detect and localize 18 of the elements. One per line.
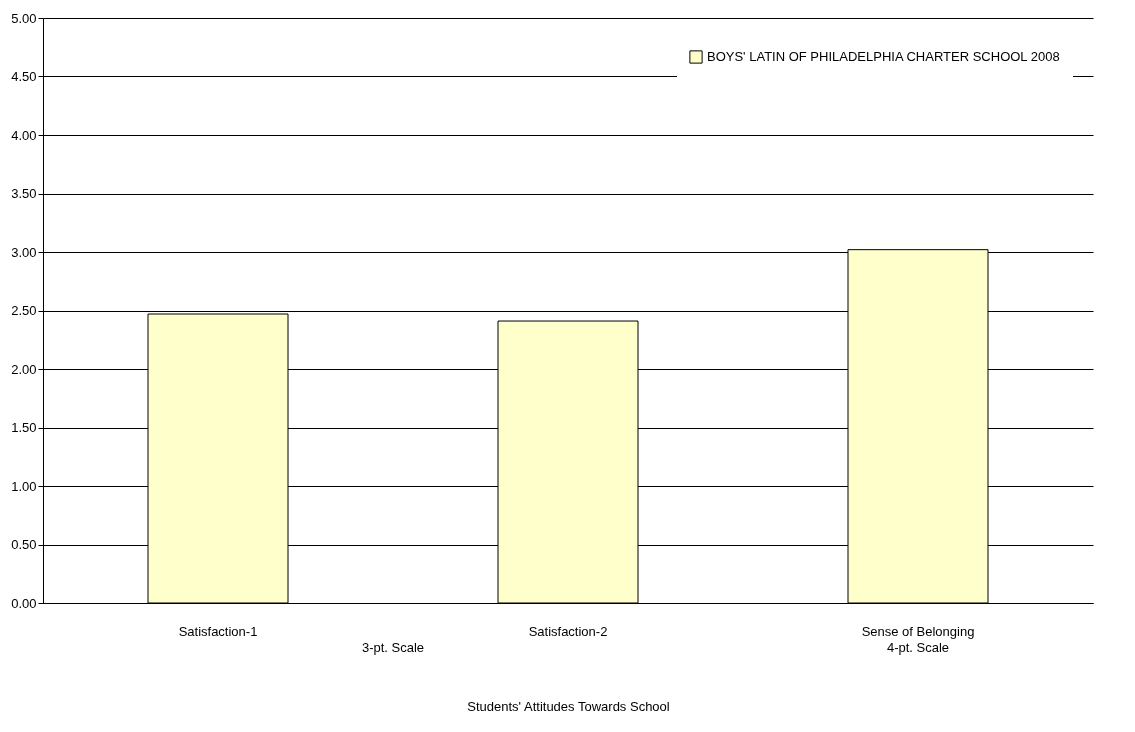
y-tick-label: 1.50 (11, 420, 37, 435)
text: 3-pt. Scale (361, 640, 425, 655)
x-tick-label: Sense of Belonging (861, 623, 975, 639)
y-tick-label: 3.50 (11, 186, 37, 201)
y-tick-label: 0.50 (11, 537, 37, 552)
y-tick-label: 5.00 (11, 10, 37, 26)
y-tick-label: 4.50 (11, 69, 37, 84)
x-axis-title: Students' Attitudes Towards School (467, 698, 670, 714)
x-tick-label: Satisfaction-1 (178, 623, 258, 639)
legend-label: BOYS' LATIN OF PHILADELPHIA CHARTER SCHOOL 2008 (707, 49, 1060, 64)
x-tick-label: Satisfaction-2 (528, 623, 608, 639)
y-tick-label: 2.50 (11, 303, 37, 318)
y-tick-label: 1.00 (11, 478, 37, 494)
y-tick-label: 4.00 (11, 127, 37, 143)
y-tick-label: 3.00 (11, 244, 37, 260)
text: 4-pt. Scale (886, 640, 950, 655)
y-tick-label: 0.00 (11, 595, 37, 611)
y-tick-label: 2.00 (11, 361, 37, 377)
